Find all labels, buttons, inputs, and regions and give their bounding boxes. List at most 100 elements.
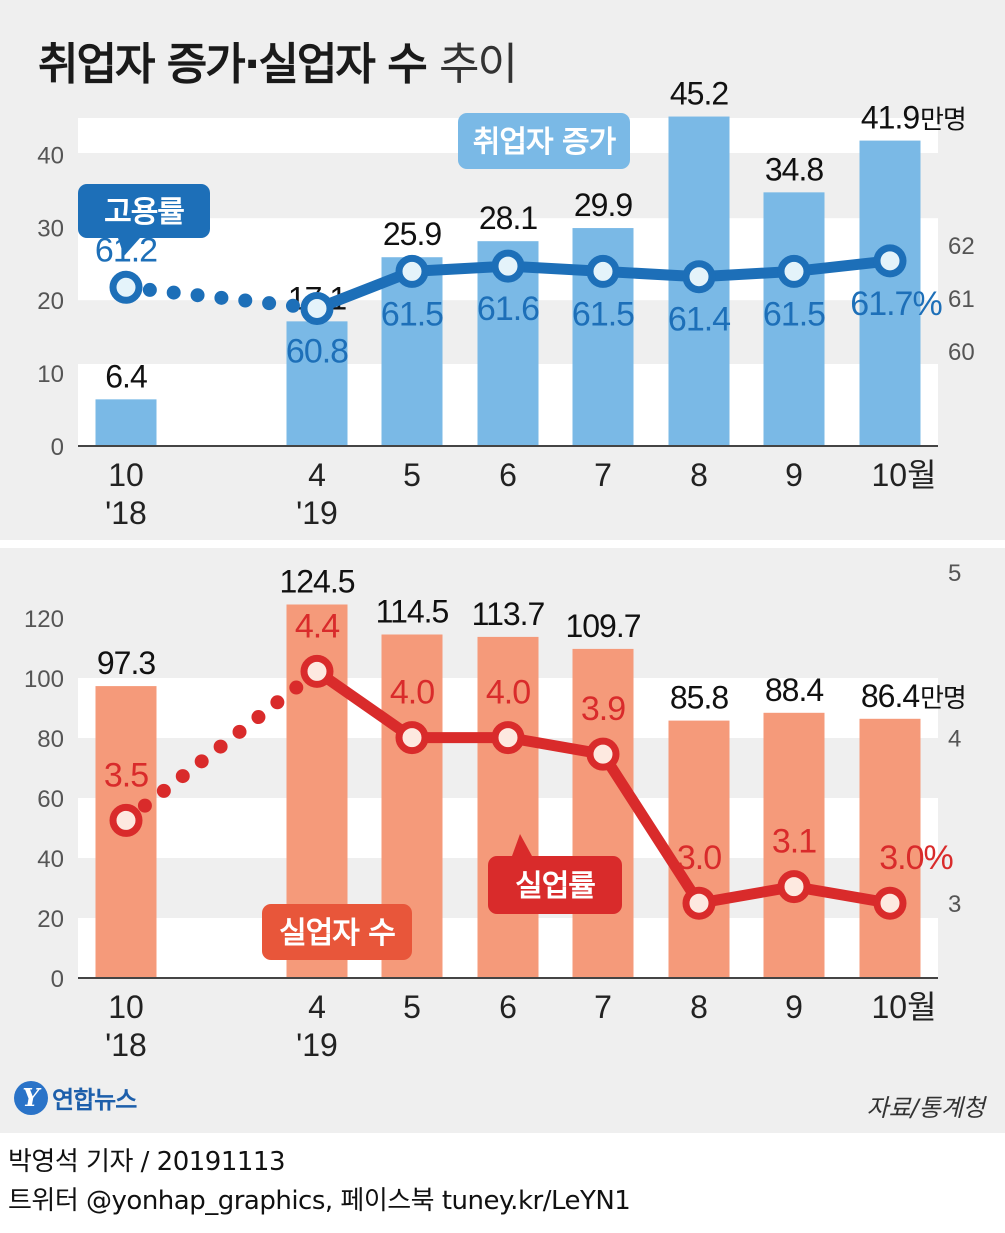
x-tick-label: '18	[105, 1027, 147, 1063]
legend-callout	[262, 904, 412, 960]
x-tick-label: 9	[785, 989, 803, 1025]
legend-callout-label: 실업자 수	[279, 916, 395, 951]
y2-tick-label: 5	[948, 560, 961, 587]
bar	[763, 192, 825, 446]
footer-social: 트위터 @yonhap_graphics, 페이스북 tuney.kr/LeYN…	[8, 1186, 631, 1216]
footer-reporter: 박영석 기자 / 20191113	[8, 1147, 286, 1177]
bar-unit-label: 만명	[920, 684, 966, 714]
x-tick-label: 5	[403, 457, 421, 493]
line-point	[586, 737, 620, 771]
line-value-label: 61.7%	[850, 285, 942, 323]
line-point	[491, 249, 525, 283]
line-value-label: 3.9	[581, 690, 625, 728]
source-note: 자료/통계청	[866, 1094, 986, 1122]
y2-tick-label: 3	[948, 891, 961, 918]
legend-callout-label: 취업자 증가	[473, 125, 617, 160]
bar	[859, 140, 921, 446]
y2-tick-label: 62	[948, 233, 975, 260]
bar	[286, 321, 348, 446]
y-tick-label: 10	[37, 361, 64, 388]
x-tick-label: 10월	[871, 989, 936, 1025]
bar-unit-label: 만명	[920, 106, 966, 136]
bar-value-label: 124.5	[279, 564, 354, 600]
line-point	[300, 654, 334, 688]
line-value-label: 61.5	[763, 295, 825, 333]
legend-callout	[488, 856, 622, 914]
line-value-label: 4.0	[486, 674, 530, 712]
logo-text: 연합뉴스	[52, 1086, 137, 1114]
legend-callout-tail	[512, 834, 532, 856]
y-tick-label: 0	[51, 434, 64, 461]
bar-value-label: 97.3	[97, 645, 155, 681]
line-value-label: 3.0	[677, 839, 721, 877]
x-tick-label: 5	[403, 989, 421, 1025]
bar-value-label: 109.7	[565, 608, 640, 644]
line-value-label: 3.0%	[879, 839, 953, 877]
x-tick-label: 8	[690, 989, 708, 1025]
bar	[477, 636, 539, 978]
legend-callout-label: 고용률	[104, 195, 184, 230]
x-tick-label: 10	[108, 989, 144, 1025]
bar-value-label: 113.7	[472, 596, 545, 632]
x-tick-label: 4	[308, 457, 326, 493]
line-point	[109, 270, 143, 304]
y-tick-label: 20	[37, 906, 64, 933]
employment-chart: 0102030406061626.417.125.928.129.945.234…	[37, 76, 975, 531]
line-point	[109, 803, 143, 837]
title-light: 추이	[439, 39, 518, 90]
y-tick-label: 20	[37, 288, 64, 315]
line-point	[873, 244, 907, 278]
line-value-label: 60.8	[286, 332, 348, 370]
x-tick-label: 7	[594, 457, 612, 493]
line-point	[873, 886, 907, 920]
y-tick-label: 60	[37, 786, 64, 813]
logo: Y 연합뉴스	[14, 1080, 137, 1115]
bar	[572, 648, 634, 978]
y-tick-label: 40	[37, 846, 64, 873]
bar-value-label: 114.5	[376, 594, 449, 630]
x-tick-label: '18	[105, 495, 147, 531]
line-value-label: 3.5	[104, 756, 148, 794]
legend-callout	[458, 113, 630, 169]
line-value-label: 4.4	[295, 607, 339, 645]
x-tick-label: '19	[296, 1027, 338, 1063]
legend-callout-tail	[118, 238, 140, 256]
line-value-label: 61.5	[572, 295, 634, 333]
bar-value-label: 28.1	[479, 200, 537, 236]
bar-value-label: 86.4	[861, 678, 919, 714]
bar-value-label: 41.9	[861, 100, 919, 136]
line-value-label: 61.4	[668, 301, 730, 339]
bar-value-label: 6.4	[105, 358, 147, 394]
bar-value-label: 29.9	[574, 187, 632, 223]
line-point	[682, 260, 716, 294]
y-tick-label: 80	[37, 726, 64, 753]
line-point	[777, 870, 811, 904]
line-point	[300, 291, 334, 325]
y2-tick-label: 60	[948, 339, 975, 366]
y2-tick-label: 61	[948, 286, 975, 313]
y-tick-label: 0	[51, 966, 64, 993]
x-tick-label: 6	[499, 457, 517, 493]
y2-tick-label: 4	[948, 726, 961, 753]
section-divider	[0, 540, 1005, 548]
line-value-label: 61.5	[381, 295, 443, 333]
x-tick-label: 10	[108, 457, 144, 493]
legend-callout	[78, 184, 210, 238]
line-dotted-segment	[119, 664, 324, 828]
bar	[95, 399, 157, 446]
bar-value-label: 88.4	[765, 672, 823, 708]
y-tick-label: 30	[37, 215, 64, 242]
line-point	[682, 886, 716, 920]
y-tick-label: 40	[37, 142, 64, 169]
bar-value-label: 45.2	[670, 76, 728, 112]
bar-value-label: 34.8	[765, 151, 823, 187]
bar	[668, 720, 730, 978]
x-tick-label: '19	[296, 495, 338, 531]
bar	[763, 712, 825, 978]
y-tick-label: 100	[24, 666, 64, 693]
x-tick-label: 9	[785, 457, 803, 493]
title-bold: 취업자 증가·실업자 수	[38, 39, 428, 90]
x-tick-label: 7	[594, 989, 612, 1025]
line-point	[586, 254, 620, 288]
line-dotted-segment	[119, 280, 324, 316]
